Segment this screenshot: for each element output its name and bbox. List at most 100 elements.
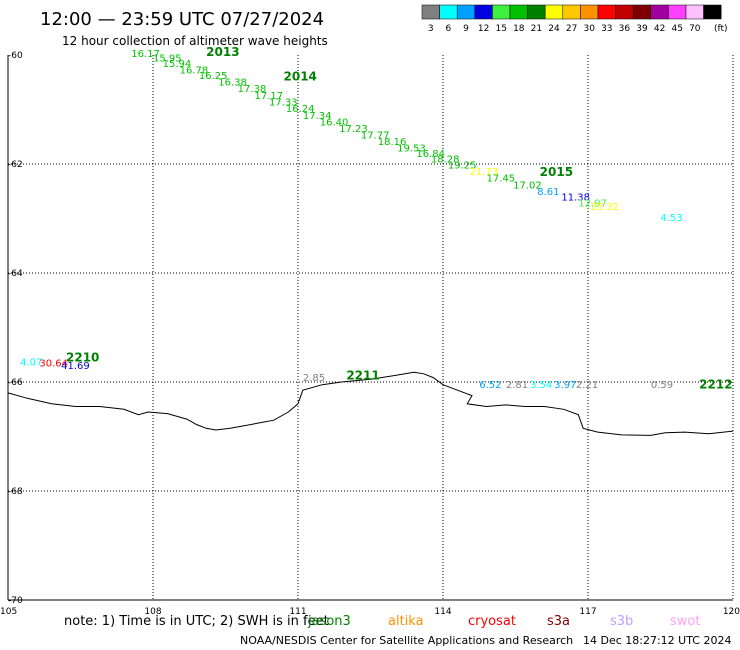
legend-swatch (580, 4, 599, 20)
legend-bin-label: 6 (446, 24, 452, 34)
wave-height-value: 21.73 (470, 167, 499, 178)
legend-bin-label: 70 (689, 24, 701, 34)
satellite-key: jason3 altika cryosat s3a s3b swot (307, 614, 700, 629)
latitude-tick-label: -68 (8, 487, 23, 497)
legend-bin-label: 15 (495, 24, 506, 34)
wave-height-value: 17.33 (269, 98, 298, 109)
wave-height-value: 2.85 (303, 373, 325, 384)
satellite-key-altika: altika (388, 614, 424, 629)
wave-height-legend: 3 6 9 12 15 18 21 24 27 30 33 36 39 42 45 70 (421, 4, 722, 34)
legend-swatch (650, 4, 669, 20)
legend-swatch (421, 4, 440, 20)
wave-height-value: 18.16 (378, 137, 407, 148)
wave-height-value: 17.34 (303, 111, 332, 122)
legend-swatch (456, 4, 476, 20)
footer-credit: NOAA/NESDIS Center for Satellite Applica… (240, 634, 573, 647)
wave-height-value: 19.25 (448, 160, 477, 171)
legend-swatch (474, 4, 493, 20)
wave-height-value: 2.21 (576, 380, 598, 391)
pass-time-label: 2211 (346, 368, 379, 382)
wave-height-value: 16.24 (286, 104, 315, 115)
longitude-tick-label: 108 (144, 607, 161, 617)
legend-swatch (509, 4, 528, 20)
latitude-tick-labels: -60 -62 -64 -66 -68 -70 (8, 51, 23, 606)
wave-height-value: 41.69 (61, 361, 90, 372)
legend-bin-label: 9 (463, 24, 469, 34)
antarctic-coastline (7, 371, 734, 436)
legend-bin-label: 21 (531, 24, 542, 34)
legend-bin-label: 30 (583, 24, 595, 34)
legend-bin-label: 24 (548, 24, 560, 34)
pass-time-label: 2015 (540, 165, 573, 179)
legend-swatch (597, 4, 616, 20)
wave-height-value: 12.97 (578, 199, 607, 210)
legend-swatch (685, 4, 704, 20)
wave-height-value: 3.97 (554, 380, 576, 391)
legend-swatch (544, 4, 564, 20)
wave-height-value: 16.17 (131, 49, 160, 60)
legend-swatch (492, 4, 511, 20)
map-plot-area (8, 55, 733, 600)
wave-height-value: 18.28 (431, 154, 460, 165)
legend-swatch (703, 4, 722, 20)
map-gridlines (8, 55, 734, 600)
legend-swatch (668, 4, 687, 20)
legend-bin-label: 39 (636, 24, 648, 34)
wave-height-value: 15.94 (163, 59, 192, 70)
legend-bin-label: 42 (654, 24, 665, 34)
footer-note: note: 1) Time is in UTC; 2) SWH is in fe… (64, 614, 329, 629)
longitude-tick-label: 111 (289, 607, 306, 617)
wave-height-value: 17.38 (238, 84, 267, 95)
wave-height-observations: 16.1715.9515.9416.7816.2516.3817.3817.17… (20, 49, 683, 391)
latitude-tick-label: -60 (8, 51, 23, 61)
satellite-pass-labels: 2013 2014 2015 2210 2211 2212 (66, 45, 733, 391)
latitude-tick-label: -62 (8, 160, 23, 170)
longitude-tick-label: 117 (579, 607, 596, 617)
wave-height-value: 11.38 (561, 193, 590, 204)
legend-bin-label: 27 (566, 24, 577, 34)
legend-bin-label: 12 (478, 24, 489, 34)
wave-height-value: 19.53 (397, 143, 426, 154)
legend-bin-label: 33 (601, 24, 612, 34)
longitude-tick-label: 120 (723, 607, 740, 617)
longitude-tick-label: 114 (434, 607, 451, 617)
satellite-key-jason3: jason3 (307, 614, 351, 629)
legend-swatch (439, 4, 458, 20)
page-subtitle: 12 hour collection of altimeter wave hei… (62, 34, 328, 48)
page-title: 12:00 — 23:59 UTC 07/27/2024 (40, 9, 324, 30)
legend-unit-label: (ft) (714, 24, 728, 34)
satellite-key-cryosat: cryosat (468, 614, 516, 629)
legend-swatch (615, 4, 634, 20)
wave-height-value: 16.78 (180, 66, 209, 77)
wave-height-value: 15.95 (153, 54, 182, 65)
footer-timestamp: 14 Dec 18:27:12 UTC 2024 (583, 634, 731, 647)
legend-swatch (527, 4, 546, 20)
wave-height-value: 25.32 (590, 202, 619, 213)
wave-height-value: 30.64 (39, 359, 68, 370)
legend-bin-label: 3 (428, 24, 434, 34)
legend-bin-label: 18 (513, 24, 525, 34)
wave-height-value: 17.17 (255, 91, 284, 102)
wave-height-value: 16.25 (199, 71, 228, 82)
longitude-tick-labels: 105 108 111 114 117 120 (0, 607, 740, 617)
pass-time-label: 2210 (66, 350, 99, 364)
satellite-key-swot: swot (670, 614, 700, 629)
wave-height-value: 6.52 (479, 380, 501, 391)
wave-height-value: 17.02 (513, 181, 542, 192)
wave-height-value: 2.81 (506, 380, 528, 391)
satellite-key-s3b: s3b (610, 614, 633, 629)
legend-swatch (562, 4, 581, 20)
wave-height-value: 0.59 (651, 380, 673, 391)
legend-bin-label: 45 (671, 24, 682, 34)
wave-height-value: 4.53 (661, 213, 683, 224)
wave-height-value: 4.07 (20, 358, 42, 369)
wave-height-value: 8.61 (537, 187, 559, 198)
longitude-tick-label: 105 (0, 607, 17, 617)
pass-time-label: 2014 (284, 70, 317, 84)
wave-height-value: 3.54 (530, 380, 552, 391)
wave-height-value: 16.40 (320, 117, 349, 128)
pass-time-label: 2212 (699, 378, 732, 392)
wave-height-value: 17.45 (487, 173, 516, 184)
wave-height-value: 16.38 (218, 78, 247, 89)
